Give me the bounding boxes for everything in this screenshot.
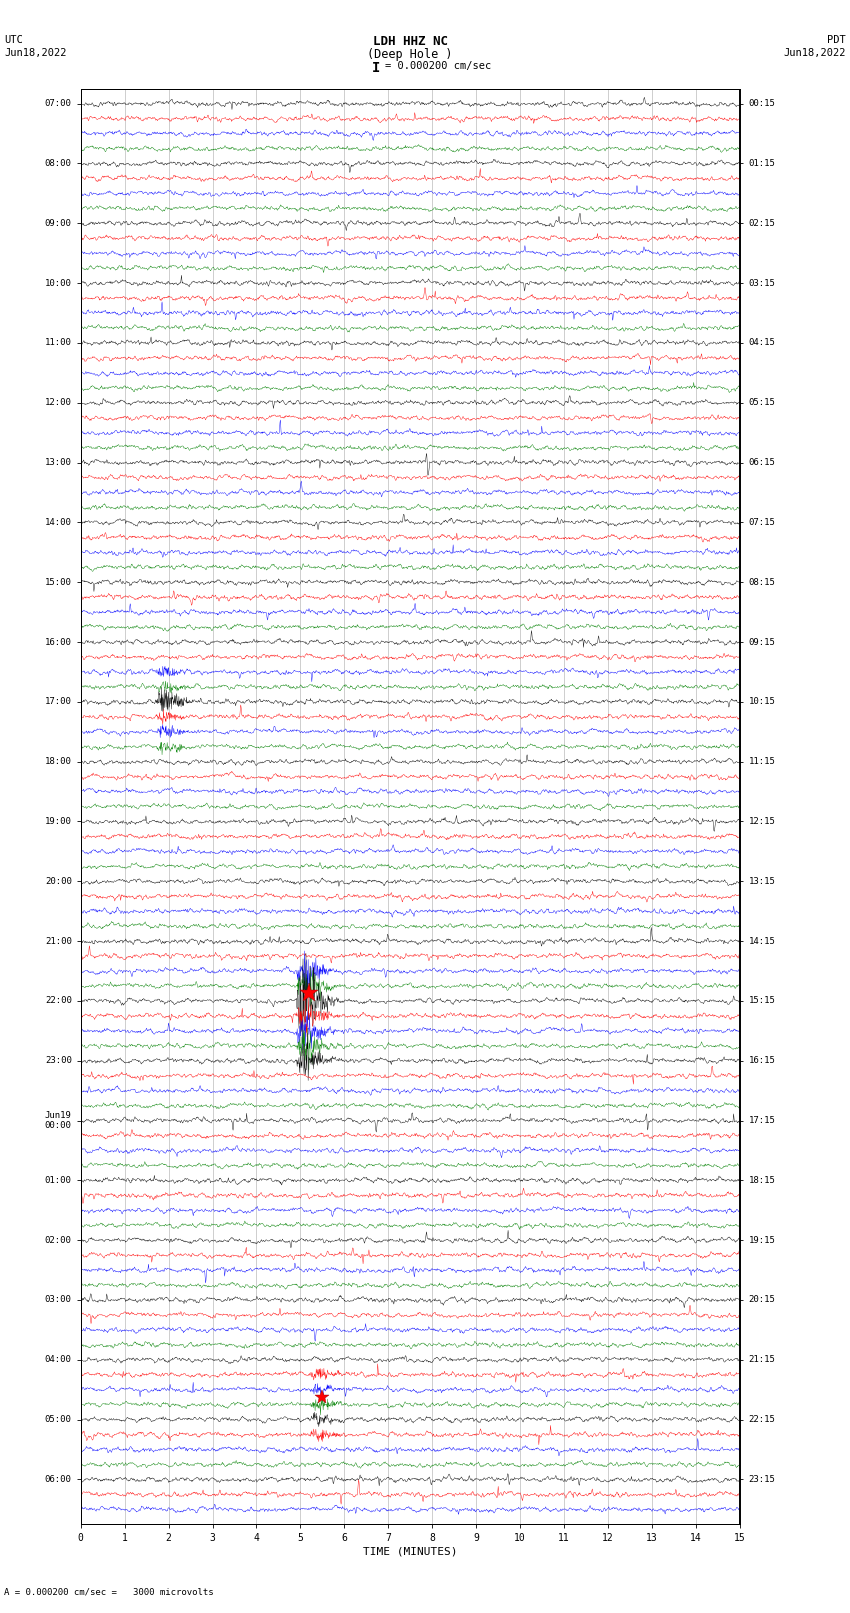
Text: I: I — [372, 61, 380, 76]
Text: = 0.000200 cm/sec: = 0.000200 cm/sec — [384, 61, 490, 71]
Text: (Deep Hole ): (Deep Hole ) — [367, 48, 453, 61]
Text: Jun18,2022: Jun18,2022 — [4, 48, 67, 58]
Text: LDH HHZ NC: LDH HHZ NC — [372, 35, 448, 48]
Text: A = 0.000200 cm/sec =   3000 microvolts: A = 0.000200 cm/sec = 3000 microvolts — [4, 1587, 214, 1597]
X-axis label: TIME (MINUTES): TIME (MINUTES) — [363, 1547, 457, 1557]
Text: PDT: PDT — [827, 35, 846, 45]
Text: Jun18,2022: Jun18,2022 — [783, 48, 846, 58]
Text: UTC: UTC — [4, 35, 23, 45]
